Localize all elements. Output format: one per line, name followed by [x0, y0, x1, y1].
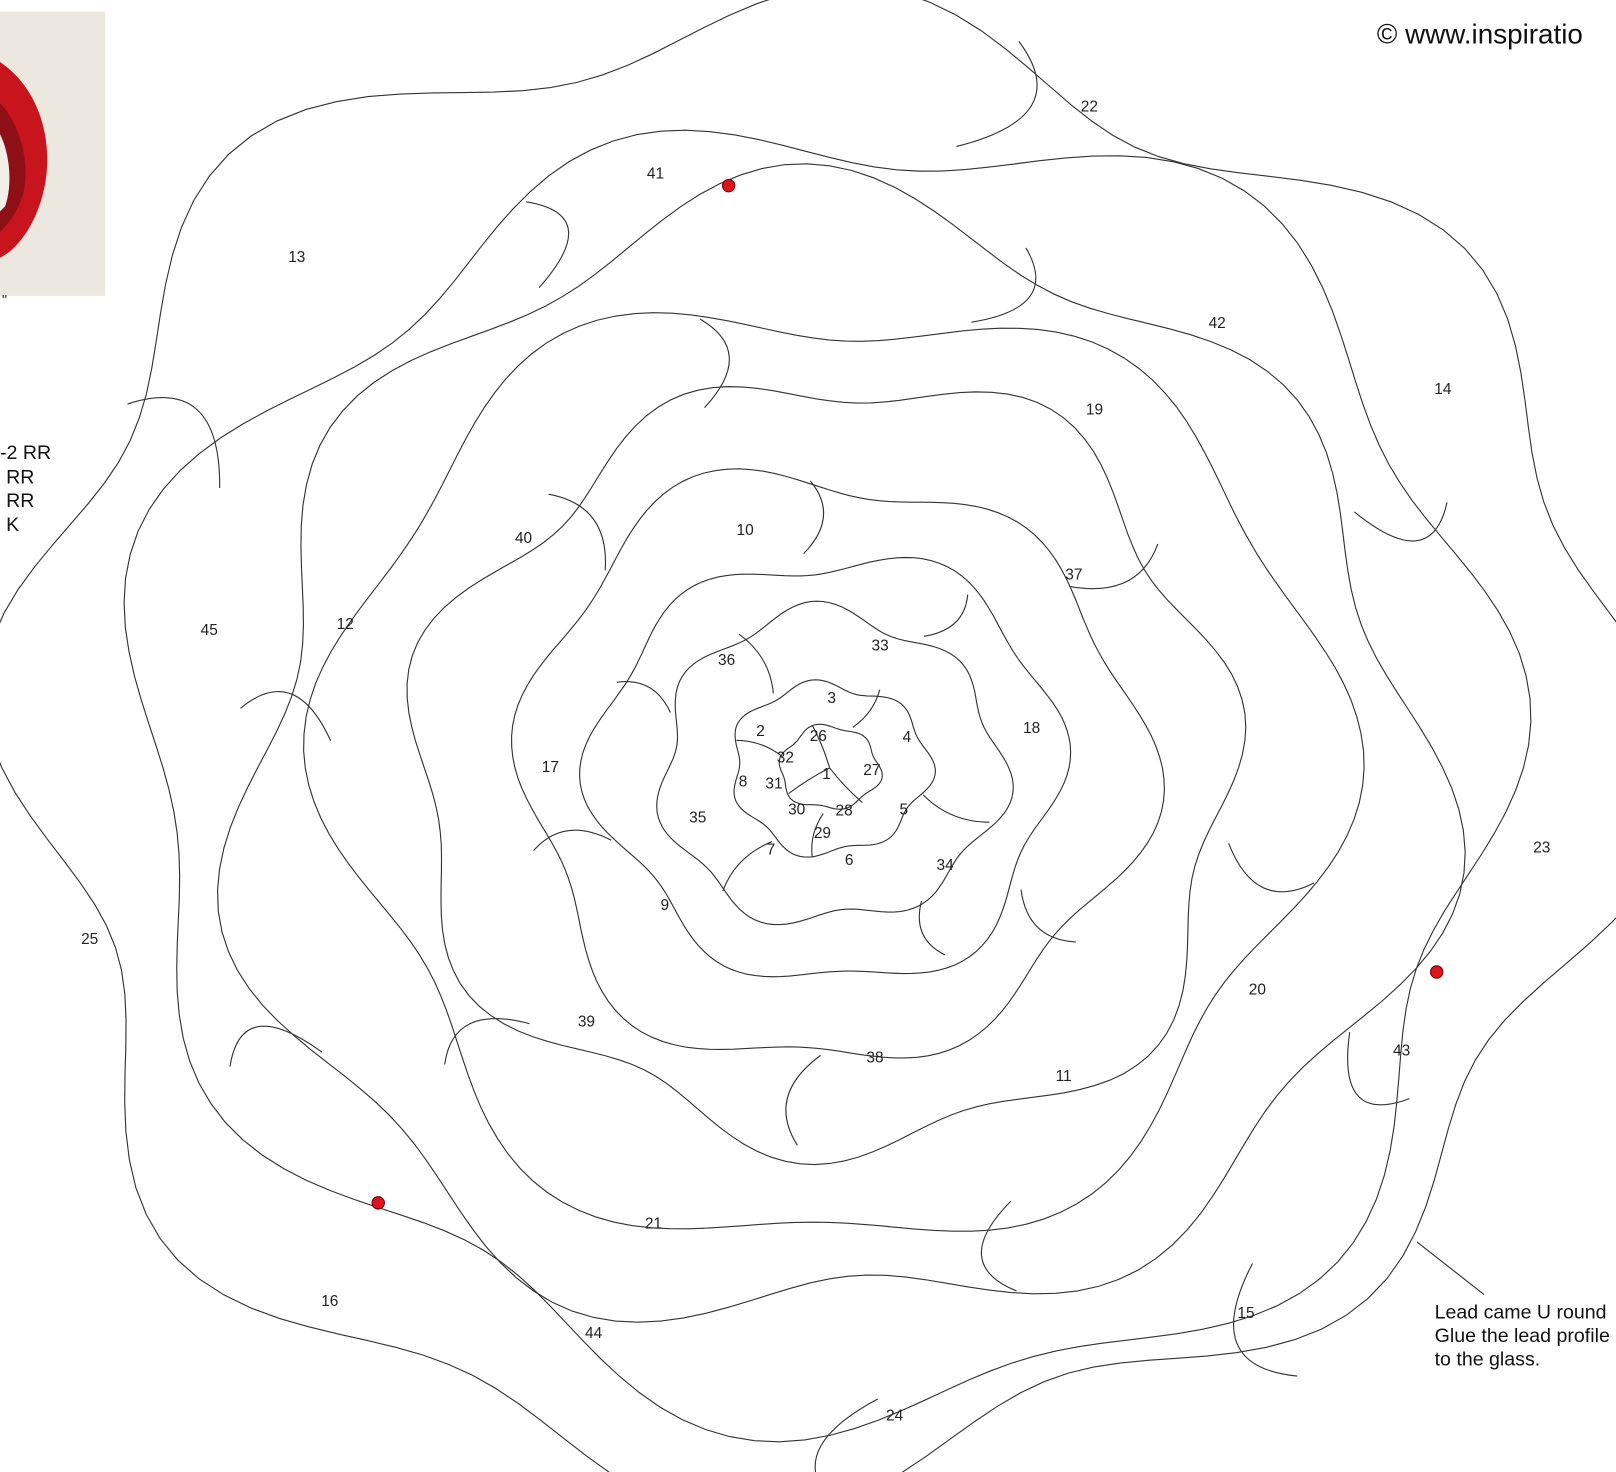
side-line: K	[6, 514, 19, 536]
petal-divider	[534, 830, 612, 850]
side-line: -2 RR	[0, 442, 51, 464]
petal-divider	[957, 41, 1038, 146]
piece-number: 40	[515, 530, 532, 547]
piece-number: 17	[542, 759, 559, 776]
side-text: -2 RR RR RR K	[0, 442, 51, 536]
petal-outline	[218, 164, 1466, 1322]
page: " © www.inspiratio -2 RR RR RR K Lead ca…	[0, 0, 1616, 1472]
piece-number: 24	[886, 1407, 904, 1424]
piece-number: 45	[201, 622, 218, 639]
note-line: Lead came U round	[1435, 1301, 1607, 1323]
piece-number: 43	[1393, 1042, 1410, 1059]
piece-number: 32	[777, 750, 794, 767]
piece-number: 6	[845, 852, 854, 869]
piece-number: 4	[903, 729, 912, 746]
petal-divider	[526, 202, 568, 288]
petal-divider	[786, 1055, 821, 1145]
copyright: © www.inspiratio	[1377, 19, 1583, 50]
piece-number: 12	[337, 616, 354, 633]
piece-number: 10	[737, 522, 754, 539]
piece-number: 5	[900, 801, 909, 818]
piece-number: 20	[1249, 982, 1266, 999]
piece-number: 36	[718, 652, 735, 669]
piece-number: 19	[1086, 401, 1103, 418]
petal-divider	[723, 842, 772, 891]
leader-line	[1417, 1242, 1484, 1295]
piece-number: 25	[81, 931, 98, 948]
piece-number: 18	[1023, 720, 1040, 737]
piece-number: 39	[578, 1014, 595, 1031]
petal-outline	[124, 130, 1531, 1442]
petal-outline	[0, 0, 1616, 1472]
piece-number: 7	[767, 841, 776, 858]
petal-divider	[815, 1399, 878, 1472]
piece-number: 2	[756, 723, 765, 740]
piece-number: 16	[321, 1293, 338, 1310]
hanging-points	[372, 179, 1443, 1209]
pattern: " © www.inspiratio -2 RR RR RR K Lead ca…	[0, 0, 1616, 1472]
piece-number: 31	[765, 776, 782, 793]
note-line: Glue the lead profile	[1435, 1325, 1610, 1347]
piece-number: 42	[1209, 315, 1226, 332]
piece-number: 11	[1056, 1068, 1072, 1085]
petal-divider	[241, 692, 331, 741]
petal-outline	[657, 601, 1013, 924]
mark: "	[2, 293, 7, 309]
petal-divider	[924, 595, 968, 637]
petal-divider	[923, 795, 989, 822]
petal-outline	[512, 469, 1165, 1058]
petal-divider	[739, 634, 773, 693]
piece-number: 27	[863, 762, 880, 779]
piece-number: 9	[660, 897, 669, 914]
petal-divider	[617, 682, 671, 713]
piece-number: 34	[936, 857, 954, 874]
piece-number: 1	[822, 766, 831, 783]
piece-number: 38	[866, 1050, 883, 1067]
petal-divider	[804, 481, 824, 554]
piece-number: 26	[810, 728, 827, 745]
piece-number: 8	[739, 773, 748, 790]
hang-dot	[1430, 966, 1442, 978]
petal-divider	[230, 1026, 322, 1066]
petal-divider	[700, 319, 729, 408]
petal-divider	[548, 494, 605, 570]
piece-number: 35	[689, 810, 706, 827]
petal-divider	[736, 740, 781, 756]
piece-number: 41	[647, 165, 664, 182]
petal-divider	[971, 248, 1035, 322]
piece-number: 28	[835, 802, 852, 819]
piece-number: 13	[288, 249, 305, 266]
piece-number: 30	[788, 801, 805, 818]
piece-number: 44	[585, 1325, 603, 1342]
petal-divider	[1021, 890, 1076, 942]
piece-number: 22	[1081, 98, 1098, 115]
hang-dot	[372, 1197, 384, 1209]
piece-number: 29	[814, 825, 831, 842]
petal-divider	[981, 1201, 1016, 1291]
petal-outline	[304, 313, 1364, 1231]
thumbnail	[0, 11, 105, 295]
piece-number: 33	[872, 637, 889, 654]
petal-divider	[830, 768, 863, 803]
petal-divider	[1354, 502, 1447, 541]
piece-number: 3	[827, 690, 836, 707]
piece-number: 21	[645, 1216, 662, 1233]
petal-divider	[1069, 544, 1157, 589]
note: Lead came U round Glue the lead profile …	[1435, 1301, 1610, 1370]
piece-number: 15	[1237, 1305, 1254, 1322]
piece-number: 37	[1065, 566, 1082, 583]
hang-dot	[722, 179, 734, 191]
petal-divider	[1229, 843, 1314, 892]
note-line: to the glass.	[1435, 1349, 1541, 1371]
piece-number: 14	[1434, 381, 1452, 398]
piece-number: 23	[1533, 839, 1550, 856]
side-line: RR	[6, 467, 34, 489]
petal-divider	[919, 901, 945, 955]
petal-lines	[0, 0, 1616, 1472]
side-line: RR	[6, 490, 34, 512]
